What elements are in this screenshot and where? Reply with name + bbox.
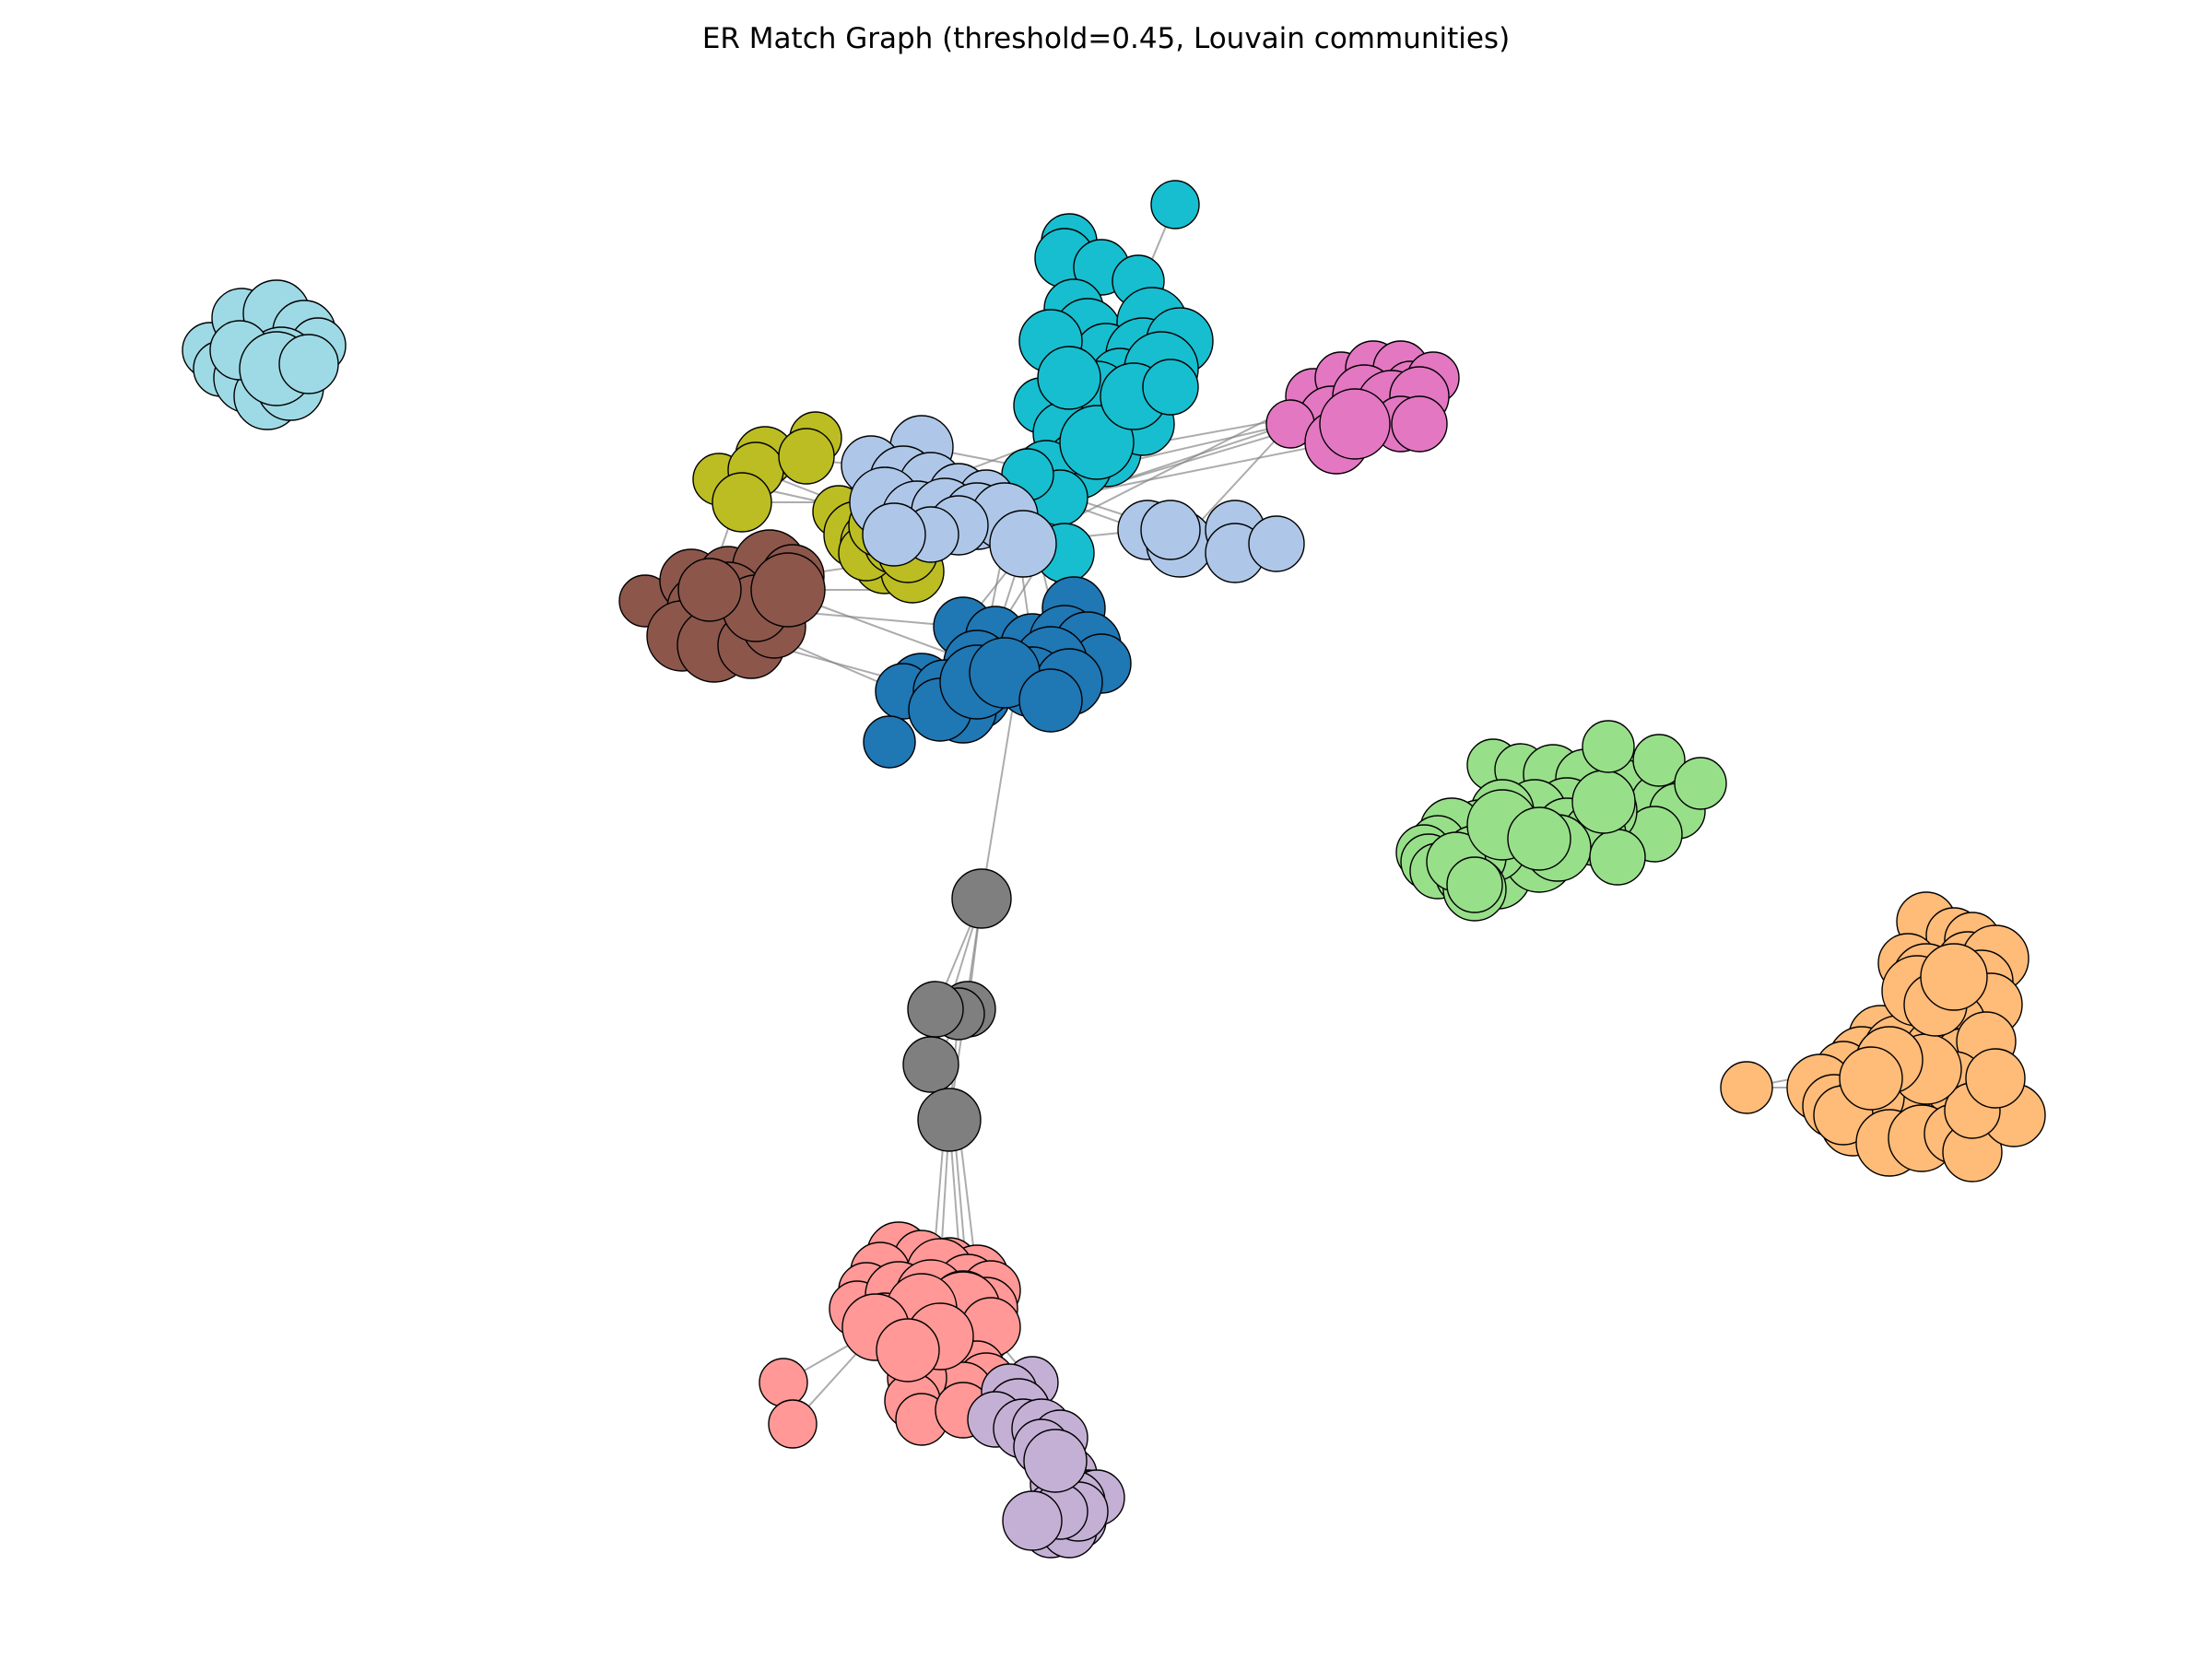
community-light-cyan <box>182 279 347 430</box>
graph-node <box>677 558 742 622</box>
graph-node <box>768 1399 818 1449</box>
graph-node <box>1507 806 1571 871</box>
graph-node <box>278 334 339 394</box>
community-pink <box>1265 340 1460 475</box>
graph-node <box>1965 1048 2026 1109</box>
graph-node <box>1023 1429 1088 1493</box>
graph-node <box>876 1318 940 1382</box>
graph-node <box>1446 856 1503 913</box>
graph-node <box>1140 500 1201 560</box>
graph-node <box>1582 720 1635 773</box>
graph-node <box>863 715 916 769</box>
graph-node <box>1018 668 1083 733</box>
community-gray <box>902 868 1012 1152</box>
community-light-green <box>1395 720 1727 922</box>
graph-node <box>907 981 964 1038</box>
graph-node <box>1632 734 1686 787</box>
graph-node <box>750 552 826 628</box>
graph-node <box>1920 943 1988 1011</box>
graph-node <box>1839 1046 1903 1111</box>
graph-node <box>1002 1490 1063 1551</box>
community-salmon <box>759 1221 1021 1449</box>
graph-node <box>1391 395 1448 453</box>
community-brown <box>618 529 826 683</box>
graph-node <box>1037 346 1101 410</box>
graph-node <box>1150 180 1200 229</box>
graph-node <box>1720 1061 1773 1114</box>
node-layer <box>182 180 2046 1559</box>
community-light-blue <box>841 415 1305 583</box>
graph-node <box>1571 770 1636 834</box>
chart-title: ER Match Graph (threshold=0.45, Louvain … <box>701 22 1511 55</box>
community-blue <box>863 576 1132 769</box>
community-light-orange <box>1720 891 2046 1182</box>
graph-node <box>989 510 1057 578</box>
graph-node <box>1142 359 1199 416</box>
graph-node <box>951 868 1012 929</box>
graph-node <box>862 502 926 567</box>
graph-edge <box>1059 441 1337 499</box>
graph-node <box>759 1358 808 1407</box>
graph-node <box>1319 388 1391 460</box>
graph-edge <box>792 644 890 688</box>
graph-node <box>902 1036 959 1093</box>
graph-edge <box>981 700 1015 900</box>
graph-node <box>1589 829 1646 886</box>
graph-node <box>778 428 835 485</box>
graph-node <box>1248 515 1305 572</box>
graph-node <box>712 472 772 533</box>
community-lavender <box>967 1356 1125 1559</box>
graph-node <box>917 1088 982 1152</box>
graph-node <box>1674 757 1727 810</box>
